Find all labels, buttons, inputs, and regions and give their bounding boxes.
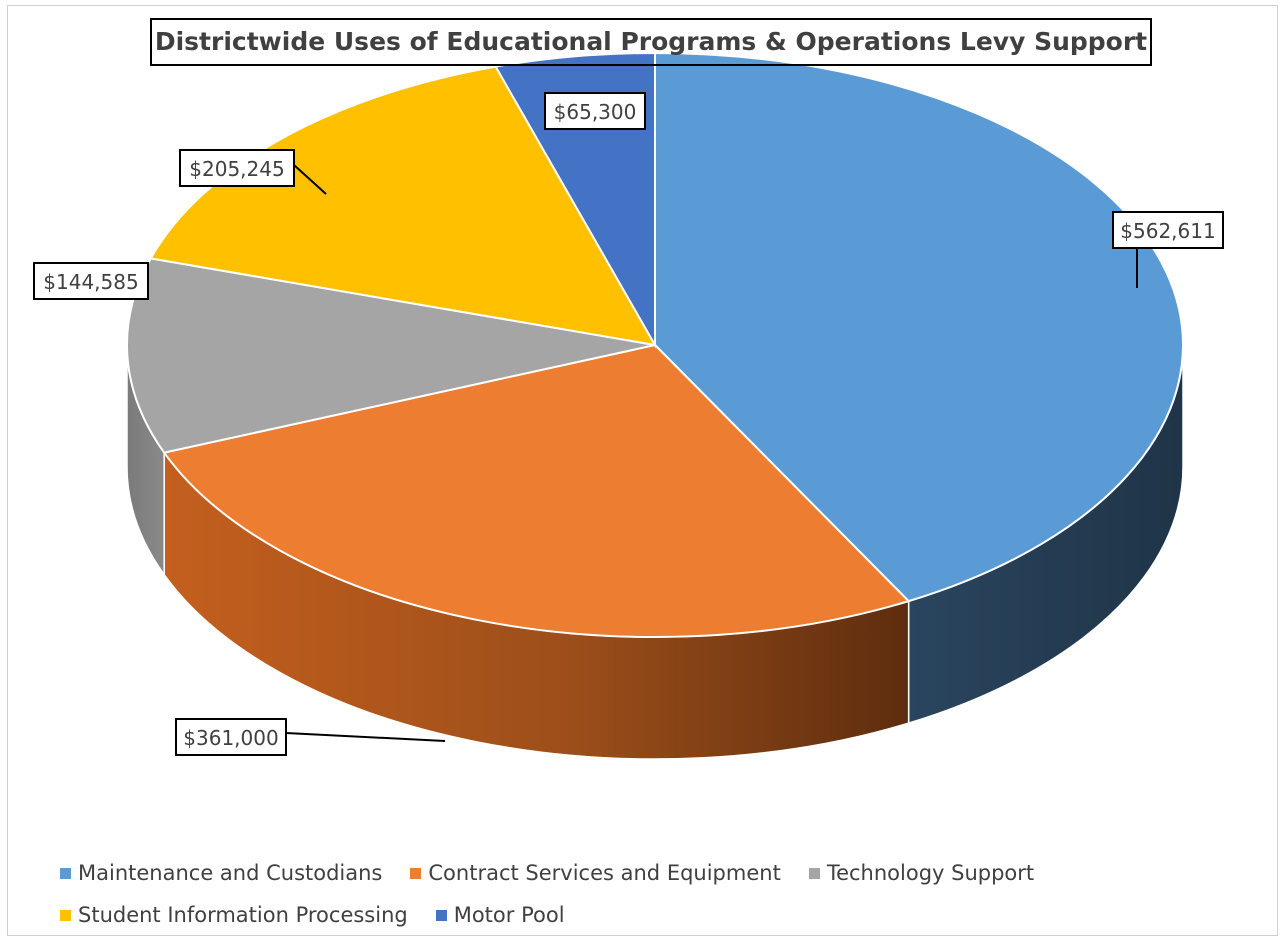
legend: Maintenance and Custodians Contract Serv…	[60, 852, 1210, 936]
leader-line	[293, 164, 327, 195]
data-label-2: $144,585	[33, 262, 149, 300]
pie-slices	[126, 51, 1184, 638]
legend-swatch	[60, 867, 71, 879]
legend-swatch	[435, 909, 447, 921]
data-label-text: $361,000	[183, 726, 278, 750]
leader-line	[285, 732, 446, 742]
data-label-box	[33, 262, 149, 300]
legend-item-contract-services: Contract Services and Equipment	[410, 861, 781, 885]
pie-slice-3	[149, 65, 657, 347]
legend-swatch	[410, 867, 422, 879]
data-label-text: $562,611	[1120, 219, 1215, 243]
legend-swatch	[60, 909, 71, 921]
data-label-text: $205,245	[189, 157, 284, 181]
data-label-box	[544, 92, 646, 130]
leader-lines	[285, 164, 1138, 742]
data-label-text: $65,300	[554, 100, 637, 124]
legend-label: Contract Services and Equipment	[428, 861, 781, 885]
legend-label: Technology Support	[826, 861, 1035, 885]
data-label-4: $65,300	[544, 92, 646, 130]
data-label-box	[179, 149, 295, 187]
legend-label: Student Information Processing	[78, 903, 408, 927]
chart-title: Districtwide Uses of Educational Program…	[150, 18, 1152, 66]
legend-item-maintenance: Maintenance and Custodians	[60, 861, 382, 885]
data-label-text: $144,585	[43, 270, 138, 294]
pie-slice-1	[162, 343, 911, 638]
legend-label: Maintenance and Custodians	[78, 861, 383, 885]
data-label-1: $361,000	[175, 718, 287, 756]
pie-slice-0	[654, 51, 1184, 603]
legend-item-student-info: Student Information Processing	[60, 903, 408, 927]
data-label-3: $205,245	[179, 149, 295, 187]
legend-row: Student Information Processing Motor Poo…	[60, 894, 1210, 936]
legend-item-technology-support: Technology Support	[808, 861, 1035, 885]
data-label-0: $562,611	[1112, 211, 1224, 249]
legend-swatch	[808, 867, 820, 879]
data-labels: $562,611 $361,000 $144,585 $205,245 $65,300	[33, 92, 1224, 756]
data-label-box	[1112, 211, 1224, 249]
legend-item-motor-pool: Motor Pool	[435, 903, 565, 927]
legend-label: Motor Pool	[453, 903, 565, 927]
data-label-box	[175, 718, 287, 756]
legend-row: Maintenance and Custodians Contract Serv…	[60, 852, 1210, 894]
